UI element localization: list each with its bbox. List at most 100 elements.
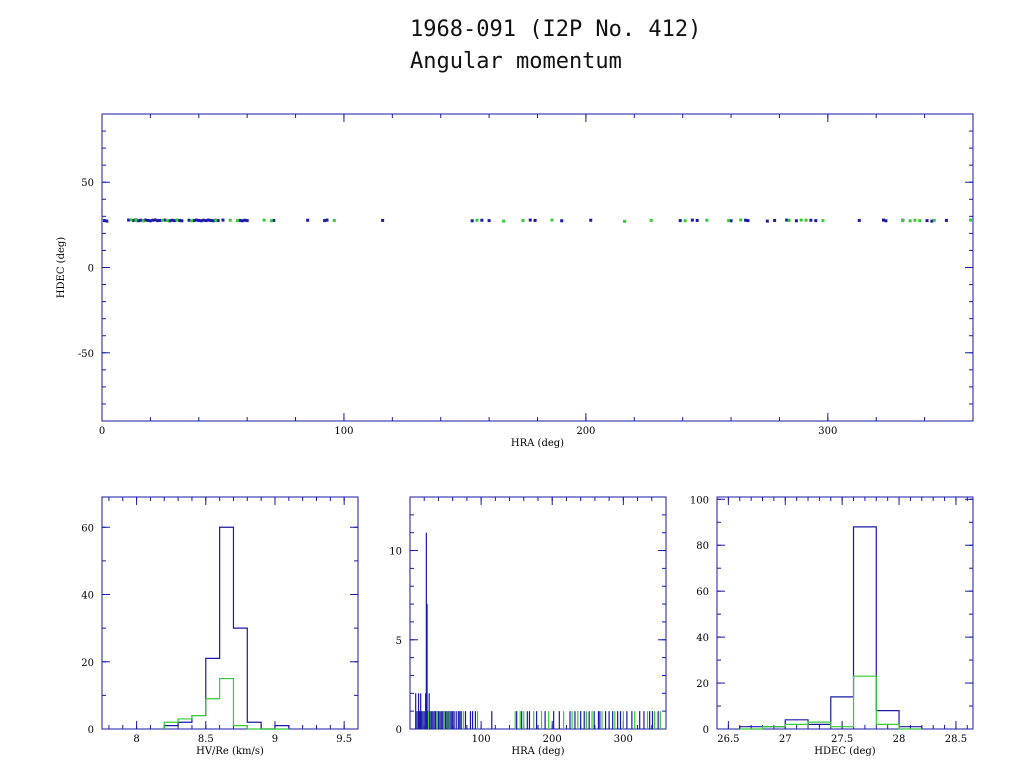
y-tick-label: 5 xyxy=(396,636,402,647)
y-tick-label: 50 xyxy=(81,178,94,189)
scatter-point-green xyxy=(901,218,905,222)
scatter-point-blue xyxy=(180,219,184,223)
y-tick-label: 10 xyxy=(389,547,402,558)
scatter-panel-hra-hdec: 0 100 200 300 -50 0 50 HRA (deg) HDEC (deg) xyxy=(56,113,974,449)
scatter-point-green xyxy=(235,219,239,223)
scatter-point-green xyxy=(134,218,138,222)
scatter-point-blue xyxy=(785,218,789,222)
scatter-point-green xyxy=(623,219,627,223)
y-tick-label: 0 xyxy=(88,725,94,736)
scatter-point-green xyxy=(969,218,973,222)
scatter-point-blue xyxy=(209,218,213,222)
scatter-point-blue xyxy=(197,218,201,222)
scatter-point-blue xyxy=(323,219,327,223)
scatter-point-blue xyxy=(744,218,748,222)
scatter-point-green xyxy=(214,218,218,222)
histogram-panel-hdec: 26.5 27 27.5 28 28.5 0 20 40 60 80 100 HDEC (deg) xyxy=(690,495,974,757)
scatter-point-blue xyxy=(216,219,220,223)
scatter-point-blue xyxy=(884,219,888,223)
scatter-point-green xyxy=(262,218,266,222)
x-tick-label: 100 xyxy=(472,734,491,745)
scatter-point-blue xyxy=(746,219,750,223)
scatter-point-blue xyxy=(199,219,203,223)
histogram-panel-hra: 100 200 300 0 5 10 HRA (deg) xyxy=(389,496,667,757)
x-tick-label: 8.5 xyxy=(198,734,214,745)
x-tick-label: 200 xyxy=(576,426,595,437)
scatter-point-blue xyxy=(211,219,215,223)
histogram-line-blue xyxy=(739,526,923,729)
scatter-point-blue xyxy=(146,218,150,222)
scatter-point-green xyxy=(804,218,808,222)
scatter-point-blue xyxy=(245,219,249,223)
scatter-point-green xyxy=(649,218,653,222)
scatter-point-blue xyxy=(156,219,160,223)
scatter-point-blue xyxy=(151,218,155,222)
plot-frame xyxy=(716,496,974,730)
scatter-point-blue xyxy=(202,218,206,222)
scatter-point-blue xyxy=(690,218,694,222)
y-tick-label: 0 xyxy=(88,264,94,275)
scatter-point-green xyxy=(727,219,731,223)
x-tick-label: 27 xyxy=(779,734,792,745)
plot-frame xyxy=(101,496,359,730)
scatter-point-blue xyxy=(528,218,532,222)
scatter-point-green xyxy=(129,218,133,222)
scatter-point-blue xyxy=(105,219,109,223)
scatter-point-blue xyxy=(765,219,769,223)
histogram-line-green xyxy=(739,675,922,730)
y-tick-label: -50 xyxy=(78,349,94,360)
scatter-point-blue xyxy=(168,219,172,223)
x-tick-label: 27.5 xyxy=(831,734,853,745)
x-tick-label: 0 xyxy=(99,426,105,437)
x-tick-label: 9.5 xyxy=(336,734,352,745)
y-tick-label: 0 xyxy=(396,725,402,736)
x-axis-label: HRA (deg) xyxy=(511,438,564,449)
scatter-point-blue xyxy=(144,218,148,222)
scatter-point-blue xyxy=(240,219,244,223)
histogram-line-green xyxy=(163,677,289,730)
y-tick-label: 40 xyxy=(81,591,94,602)
scatter-point-blue xyxy=(480,218,484,222)
scatter-point-blue xyxy=(177,218,181,222)
x-axis-label: HDEC (deg) xyxy=(814,746,875,757)
scatter-point-blue xyxy=(794,219,798,223)
scatter-point-blue xyxy=(470,219,474,223)
y-tick-label: 60 xyxy=(81,523,94,534)
scatter-point-blue xyxy=(204,219,208,223)
scatter-point-blue xyxy=(153,218,157,222)
scatter-point-green xyxy=(175,218,179,222)
scatter-point-blue xyxy=(136,219,140,223)
scatter-point-blue xyxy=(944,218,948,222)
scatter-point-green xyxy=(913,218,917,222)
scatter-point-blue xyxy=(695,218,699,222)
scatter-point-green xyxy=(332,218,336,222)
y-tick-label: 80 xyxy=(696,541,709,552)
scatter-point-green xyxy=(269,219,273,223)
x-axis-label: HRA (deg) xyxy=(511,746,564,757)
plot-frame xyxy=(101,113,974,422)
scatter-point-blue xyxy=(148,219,152,223)
scatter-point-blue xyxy=(925,219,929,223)
scatter-point-blue xyxy=(272,218,276,222)
x-tick-label: 9 xyxy=(272,734,278,745)
scatter-point-blue xyxy=(814,219,818,223)
scatter-point-green xyxy=(190,219,194,223)
scatter-point-green xyxy=(705,218,709,222)
scatter-point-green xyxy=(550,218,554,222)
page-subtitle: Angular momentum xyxy=(410,49,622,74)
scatter-point-green xyxy=(918,219,922,223)
x-tick-label: 300 xyxy=(614,734,633,745)
scatter-point-blue xyxy=(206,218,210,222)
scatter-point-blue xyxy=(678,219,682,223)
x-tick-label: 200 xyxy=(543,734,562,745)
scatter-point-green xyxy=(787,218,791,222)
y-tick-label: 20 xyxy=(81,658,94,669)
scatter-point-green xyxy=(475,218,479,222)
scatter-point-blue xyxy=(131,218,135,222)
x-tick-label: 8 xyxy=(133,734,139,745)
x-tick-label: 100 xyxy=(334,426,353,437)
scatter-point-blue xyxy=(560,219,564,223)
scatter-point-blue xyxy=(589,218,593,222)
scatter-point-blue xyxy=(857,218,861,222)
x-tick-label: 26.5 xyxy=(717,734,739,745)
